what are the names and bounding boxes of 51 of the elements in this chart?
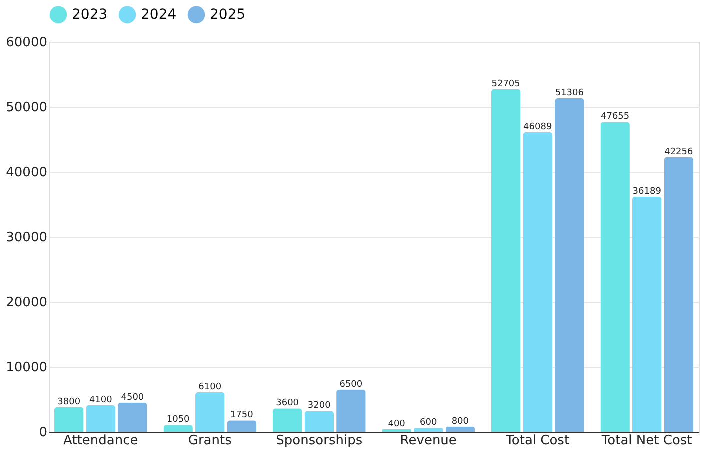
- bar: [54, 407, 84, 432]
- legend-label: 2024: [141, 6, 177, 23]
- legend-label: 2023: [72, 6, 108, 23]
- x-tick-label: Revenue: [400, 434, 457, 448]
- data-label: 1750: [230, 410, 254, 421]
- bar: [632, 196, 662, 432]
- data-label: 42256: [664, 147, 694, 158]
- legend-label: 2025: [210, 6, 246, 23]
- data-label: 600: [420, 418, 438, 428]
- y-tick-label: 30000: [6, 230, 48, 246]
- x-tick-label: Sponsorships: [276, 434, 363, 448]
- y-tick-label: 60000: [6, 36, 48, 50]
- bar: [118, 402, 148, 432]
- bar: [382, 429, 412, 432]
- data-label: 36189: [632, 186, 662, 197]
- y-tick-label: 20000: [6, 296, 48, 310]
- data-label: 800: [452, 416, 470, 427]
- data-label: 1050: [166, 415, 190, 426]
- bar: [555, 98, 584, 432]
- data-label: 46089: [524, 122, 552, 132]
- bar: [304, 411, 334, 432]
- bar: [664, 157, 694, 432]
- data-label: 3600: [276, 398, 300, 409]
- bar: [446, 426, 476, 432]
- bar: [600, 122, 630, 432]
- bar: [272, 408, 302, 432]
- bar: [227, 420, 257, 432]
- bar: [164, 425, 193, 432]
- data-label: 6100: [198, 382, 222, 392]
- y-tick-label: 10000: [6, 360, 48, 376]
- bar: [491, 89, 521, 432]
- bar: [523, 132, 552, 432]
- y-tick-label: 0: [39, 426, 48, 440]
- bar: [336, 390, 366, 432]
- x-tick-label: Total Cost: [505, 434, 570, 448]
- data-label: 3200: [308, 401, 332, 412]
- data-label: 51306: [555, 88, 584, 99]
- data-label: 47655: [600, 112, 630, 122]
- bar: [86, 405, 116, 432]
- data-label: 3800: [58, 397, 81, 408]
- data-label: 4100: [89, 395, 113, 406]
- bar: [196, 392, 225, 432]
- data-label: 400: [388, 419, 406, 430]
- y-tick-label: 40000: [6, 166, 48, 180]
- x-tick-label: Grants: [188, 434, 232, 448]
- data-label: 4500: [121, 392, 144, 403]
- y-tick-label: 50000: [6, 100, 48, 116]
- data-label: 6500: [340, 380, 363, 390]
- x-tick-label: Total Net Cost: [600, 434, 692, 448]
- data-label: 52705: [492, 79, 520, 90]
- x-tick-label: Attendance: [64, 434, 138, 448]
